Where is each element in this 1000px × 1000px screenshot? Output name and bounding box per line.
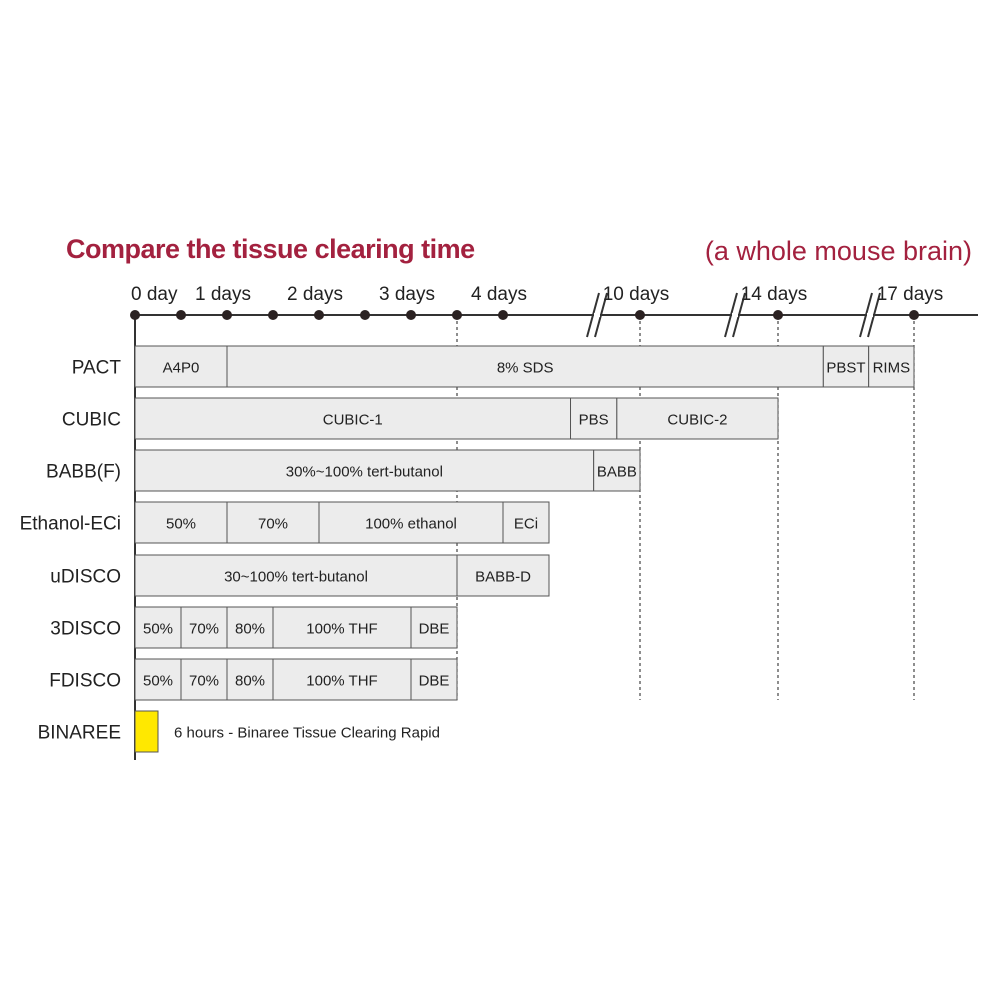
axis-tick-dot <box>314 310 324 320</box>
segment-label: PBST <box>826 360 865 377</box>
segment-label: CUBIC-2 <box>667 412 727 429</box>
bar-segment <box>318 501 504 544</box>
segment-label: 70% <box>258 516 288 533</box>
segment-label: 70% <box>189 673 219 690</box>
segment-label: CUBIC-1 <box>323 412 383 429</box>
axis-break-mark <box>859 292 873 338</box>
bar-segment <box>134 397 572 440</box>
x-tick-label: 2 days <box>287 284 343 305</box>
axis-break-mark <box>732 292 746 338</box>
bar-segment <box>593 449 641 492</box>
axis-break-mark <box>594 292 608 338</box>
axis-tick-dot <box>360 310 370 320</box>
axis-tick-dot <box>773 310 783 320</box>
x-tick-label: 1 days <box>195 284 251 305</box>
segment-label: 80% <box>235 621 265 638</box>
bar-segment <box>226 658 274 701</box>
bar-segment <box>502 501 550 544</box>
x-tick-label: 10 days <box>603 284 670 305</box>
axis-break-mark <box>724 292 738 338</box>
row-label: BINAREE <box>38 723 121 744</box>
bar-segment <box>410 606 458 649</box>
segment-label: 50% <box>143 621 173 638</box>
bar-segment <box>616 397 779 440</box>
bar-segment <box>868 345 915 388</box>
row-label: uDISCO <box>50 567 121 588</box>
bar-segment <box>180 606 228 649</box>
axis-break-mark <box>867 292 881 338</box>
bar-segment <box>272 658 412 701</box>
chart-subtitle: (a whole mouse brain) <box>704 236 972 266</box>
axis-break-gap <box>732 313 738 317</box>
bar-segment <box>226 606 274 649</box>
annotation: 6 hours - Binaree Tissue Clearing Rapid <box>174 725 440 742</box>
segment-label: 50% <box>166 516 196 533</box>
row-label: 3DISCO <box>50 619 121 640</box>
axis-tick-dot <box>635 310 645 320</box>
chart-title: Compare the tissue clearing time <box>66 234 475 264</box>
bar-segment <box>272 606 412 649</box>
bar-segment <box>180 658 228 701</box>
axis-tick-dot <box>130 310 140 320</box>
row-label: BABB(F) <box>46 462 121 483</box>
axis-tick-dot <box>909 310 919 320</box>
bar-segment <box>134 658 182 701</box>
segment-label: ECi <box>514 516 538 533</box>
x-tick-label: 14 days <box>741 284 808 305</box>
segment-label: 100% THF <box>306 673 377 690</box>
segment-label: 50% <box>143 673 173 690</box>
x-tick-label: 17 days <box>877 284 944 305</box>
segment-label: BABB-D <box>475 569 531 586</box>
bar-segment <box>410 658 458 701</box>
segment-label: 80% <box>235 673 265 690</box>
row-label: Ethanol-ECi <box>20 514 121 535</box>
x-tick-label: 3 days <box>379 284 435 305</box>
bar-segment <box>456 554 550 597</box>
bar-segment <box>134 554 458 597</box>
bar-segment <box>134 501 228 544</box>
axis-tick-dot <box>406 310 416 320</box>
segment-label: A4P0 <box>163 360 200 377</box>
bar-segment <box>226 501 320 544</box>
segment-label: 100% ethanol <box>365 516 457 533</box>
row-label: PACT <box>72 358 122 379</box>
segment-label: DBE <box>419 621 450 638</box>
segment-label: 30~100% tert-butanol <box>224 569 368 586</box>
bar-segment <box>570 397 618 440</box>
row-label: CUBIC <box>62 410 121 431</box>
axis-break-mark <box>586 292 600 338</box>
segment-label: DBE <box>419 673 450 690</box>
axis-break-gap <box>867 313 873 317</box>
x-tick-label: 0 day <box>131 284 178 305</box>
segment-label: PBS <box>579 412 609 429</box>
axis-tick-dot <box>222 310 232 320</box>
axis-tick-dot <box>498 310 508 320</box>
segment-label: BABB <box>597 464 637 481</box>
axis-tick-dot <box>452 310 462 320</box>
bar-segment <box>134 606 182 649</box>
segment-label: RIMS <box>873 360 911 377</box>
x-tick-label: 4 days <box>471 284 527 305</box>
row-label: FDISCO <box>49 671 121 692</box>
axis-break-gap <box>594 313 600 317</box>
segment-label: 100% THF <box>306 621 377 638</box>
axis-tick-dot <box>176 310 186 320</box>
segment-label: 8% SDS <box>497 360 554 377</box>
segment-label: 70% <box>189 621 219 638</box>
bar-segment <box>134 710 159 753</box>
segment-label: 30%~100% tert-butanol <box>286 464 443 481</box>
axis-tick-dot <box>268 310 278 320</box>
